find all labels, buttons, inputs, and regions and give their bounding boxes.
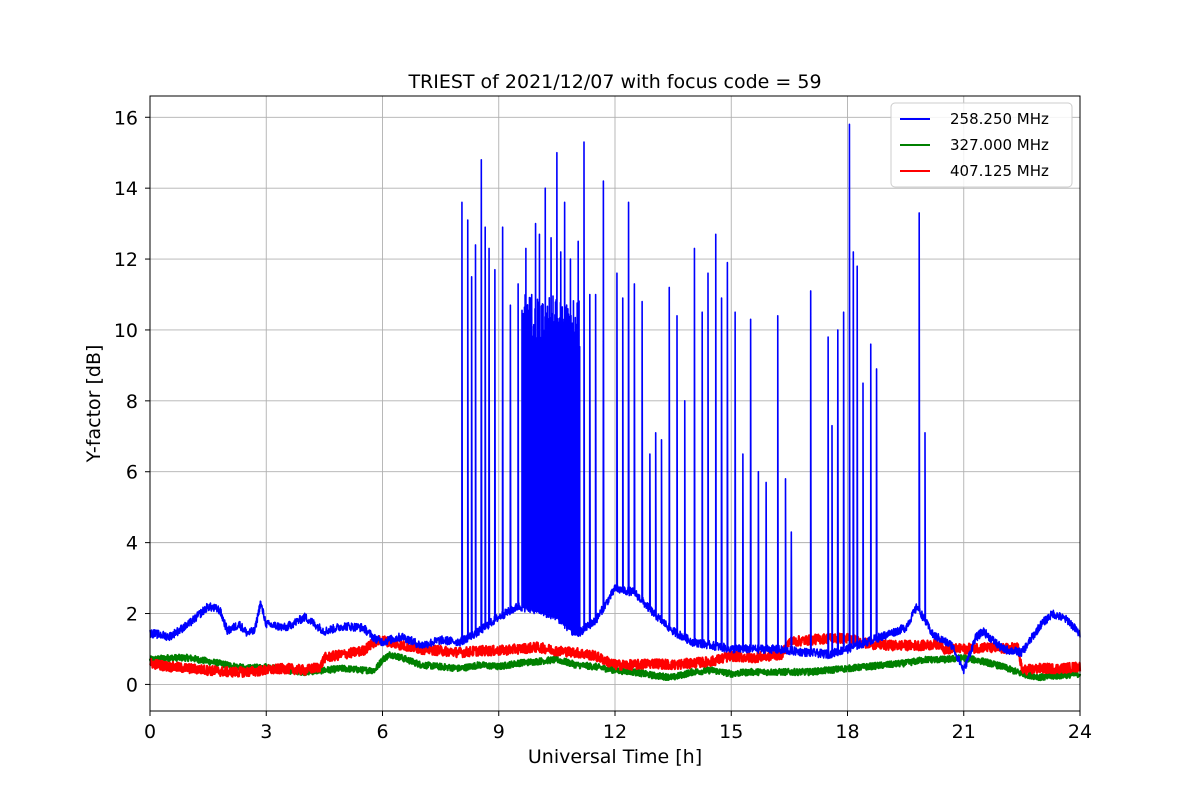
y-axis-title: Y-factor [dB] [83,345,105,464]
chart-title: TRIEST of 2021/12/07 with focus code = 5… [407,71,821,93]
legend-label: 407.125 MHz [950,162,1049,180]
y-tick-label: 10 [114,320,138,342]
y-tick-label: 2 [126,604,138,626]
x-axis: 0 3 6 9 12 15 18 21 24 [144,711,1092,743]
legend-label: 258.250 MHz [950,110,1049,128]
x-tick-label: 0 [144,721,156,743]
x-tick-label: 9 [493,721,505,743]
plot-area [148,123,1082,682]
series-line-0 [149,123,1081,675]
y-axis: 0 2 4 6 8 10 12 14 16 [114,107,150,696]
y-tick-label: 4 [126,533,138,555]
legend-box [890,102,1073,188]
x-tick-label: 24 [1068,721,1092,743]
y-tick-label: 16 [114,107,138,129]
x-axis-title: Universal Time [h] [528,746,702,768]
x-tick-label: 6 [376,721,388,743]
x-tick-label: 15 [719,721,743,743]
x-tick-label: 18 [835,721,859,743]
series-line-2 [149,632,1082,679]
y-tick-label: 0 [126,674,138,696]
legend-label: 327.000 MHz [950,136,1049,154]
y-tick-label: 6 [126,462,138,484]
x-tick-label: 3 [260,721,272,743]
y-tick-label: 12 [114,249,138,271]
legend: 258.250 MHz 327.000 MHz 407.125 MHz [890,102,1073,188]
x-tick-label: 12 [603,721,627,743]
x-tick-label: 21 [952,721,976,743]
y-tick-label: 14 [114,178,138,200]
y-tick-label: 8 [126,391,138,413]
